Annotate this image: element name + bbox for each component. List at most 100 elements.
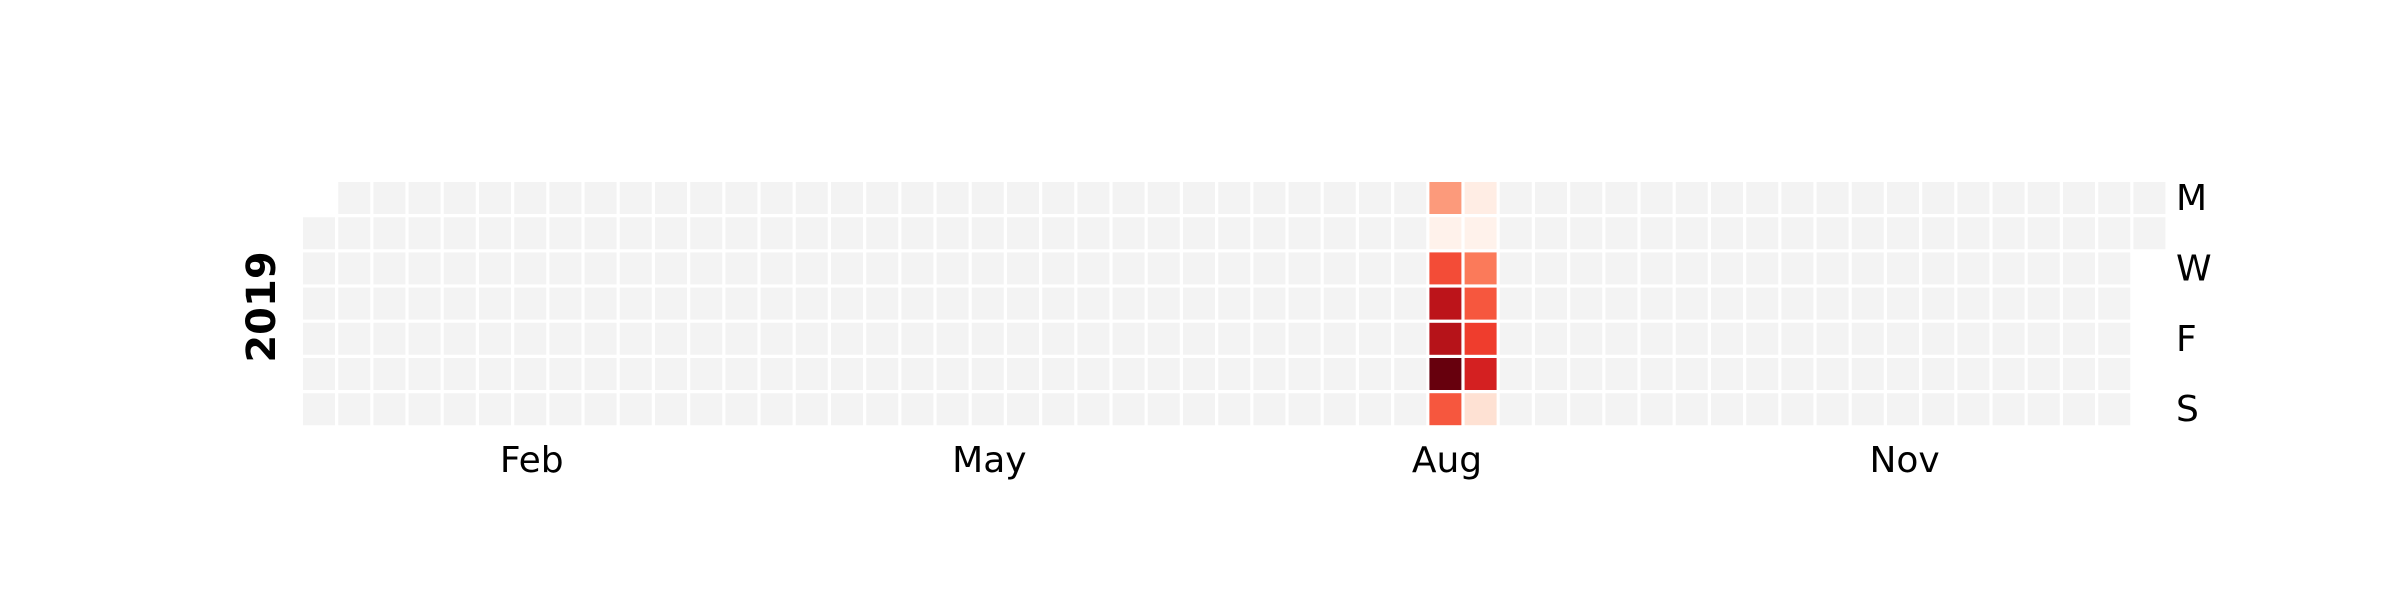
heatmap-cell	[831, 252, 863, 285]
heatmap-cell	[760, 287, 793, 320]
heatmap-cell	[795, 358, 828, 390]
heatmap-cell	[690, 217, 723, 250]
heatmap-cell	[655, 393, 687, 426]
heatmap-cell	[2027, 252, 2060, 285]
heatmap-cell	[2063, 358, 2095, 390]
heatmap-cell	[1781, 322, 1814, 355]
heatmap-cell	[1535, 358, 1567, 390]
heatmap-cell	[408, 217, 441, 250]
heatmap-cell	[1394, 217, 1427, 250]
heatmap-cell	[303, 393, 335, 426]
heatmap-cell	[619, 217, 652, 250]
heatmap-cell	[901, 182, 934, 214]
heatmap-cell	[866, 322, 899, 355]
heatmap-cell	[1323, 287, 1356, 320]
heatmap-cell	[303, 217, 335, 250]
heatmap-cell	[619, 287, 652, 320]
heatmap-cell	[479, 182, 511, 214]
heatmap-cell	[1816, 287, 1849, 320]
heatmap-cell	[725, 217, 758, 250]
heatmap-cell	[1147, 252, 1180, 285]
heatmap-cell	[901, 287, 934, 320]
heatmap-cell	[1992, 182, 2025, 214]
heatmap-cell	[1711, 322, 1743, 355]
heatmap-cell	[1605, 358, 1638, 390]
heatmap-cell	[1851, 182, 1884, 214]
heatmap-cell	[1464, 217, 1497, 250]
heatmap-cell	[549, 393, 582, 426]
heatmap-cell	[1711, 217, 1743, 250]
heatmap-cell	[1570, 322, 1603, 355]
heatmap-cell	[795, 322, 828, 355]
heatmap-cell	[1746, 182, 1779, 214]
heatmap-cell	[1077, 393, 1110, 426]
heatmap-cell	[936, 182, 969, 214]
heatmap-cell	[584, 322, 617, 355]
heatmap-cell	[1359, 182, 1391, 214]
heatmap-cell	[2027, 393, 2060, 426]
heatmap-cell	[619, 252, 652, 285]
heatmap-cell	[1183, 358, 1215, 390]
heatmap-cell	[1359, 252, 1391, 285]
heatmap-cell	[760, 217, 793, 250]
heatmap-cell	[373, 322, 406, 355]
heatmap-cell	[1816, 217, 1849, 250]
heatmap-cell	[1253, 322, 1286, 355]
heatmap-cell	[1464, 182, 1497, 214]
heatmap-cell	[655, 322, 687, 355]
heatmap-cell	[2063, 252, 2095, 285]
heatmap-cell	[1147, 322, 1180, 355]
heatmap-cell	[1992, 358, 2025, 390]
heatmap-cell	[514, 358, 547, 390]
heatmap-cell	[373, 182, 406, 214]
heatmap-cell	[725, 393, 758, 426]
heatmap-cell	[1675, 322, 1708, 355]
heatmap-cell	[1746, 252, 1779, 285]
day-tick-label: S	[2176, 389, 2199, 430]
heatmap-cell	[2027, 217, 2060, 250]
heatmap-cell	[1253, 252, 1286, 285]
heatmap-cell	[1675, 287, 1708, 320]
heatmap-cell	[831, 358, 863, 390]
heatmap-cell	[1183, 322, 1215, 355]
heatmap-cell	[1499, 217, 1532, 250]
heatmap-cell	[1288, 217, 1321, 250]
heatmap-cell	[1957, 358, 1990, 390]
heatmap-cell	[1394, 182, 1427, 214]
heatmap-cell	[1711, 358, 1743, 390]
heatmap-cell	[1922, 252, 1955, 285]
heatmap-cell	[373, 252, 406, 285]
heatmap-cell	[1570, 182, 1603, 214]
heatmap-cell	[1218, 182, 1251, 214]
heatmap-cell	[655, 217, 687, 250]
heatmap-cell	[1077, 252, 1110, 285]
heatmap-cell	[1922, 322, 1955, 355]
heatmap-cell	[549, 322, 582, 355]
heatmap-cell	[1570, 287, 1603, 320]
heatmap-cell	[1535, 182, 1567, 214]
heatmap-cell	[2027, 287, 2060, 320]
heatmap-cell	[690, 182, 723, 214]
heatmap-cell	[1922, 287, 1955, 320]
heatmap-cell	[2098, 287, 2131, 320]
heatmap-cell	[2098, 217, 2131, 250]
heatmap-cell	[725, 358, 758, 390]
heatmap-cell	[1570, 217, 1603, 250]
heatmap-cell	[443, 217, 476, 250]
heatmap-cell	[619, 358, 652, 390]
heatmap-cell	[1816, 252, 1849, 285]
heatmap-cell	[1922, 182, 1955, 214]
heatmap-cell	[619, 393, 652, 426]
heatmap-cell	[971, 358, 1004, 390]
heatmap-cell	[479, 358, 511, 390]
heatmap-cells	[303, 182, 2166, 426]
heatmap-cell	[971, 217, 1004, 250]
heatmap-cell	[1640, 252, 1673, 285]
heatmap-cell	[303, 252, 335, 285]
heatmap-cell	[1746, 358, 1779, 390]
heatmap-cell	[549, 252, 582, 285]
heatmap-cell	[971, 322, 1004, 355]
heatmap-cell	[1288, 182, 1321, 214]
heatmap-cell	[373, 217, 406, 250]
